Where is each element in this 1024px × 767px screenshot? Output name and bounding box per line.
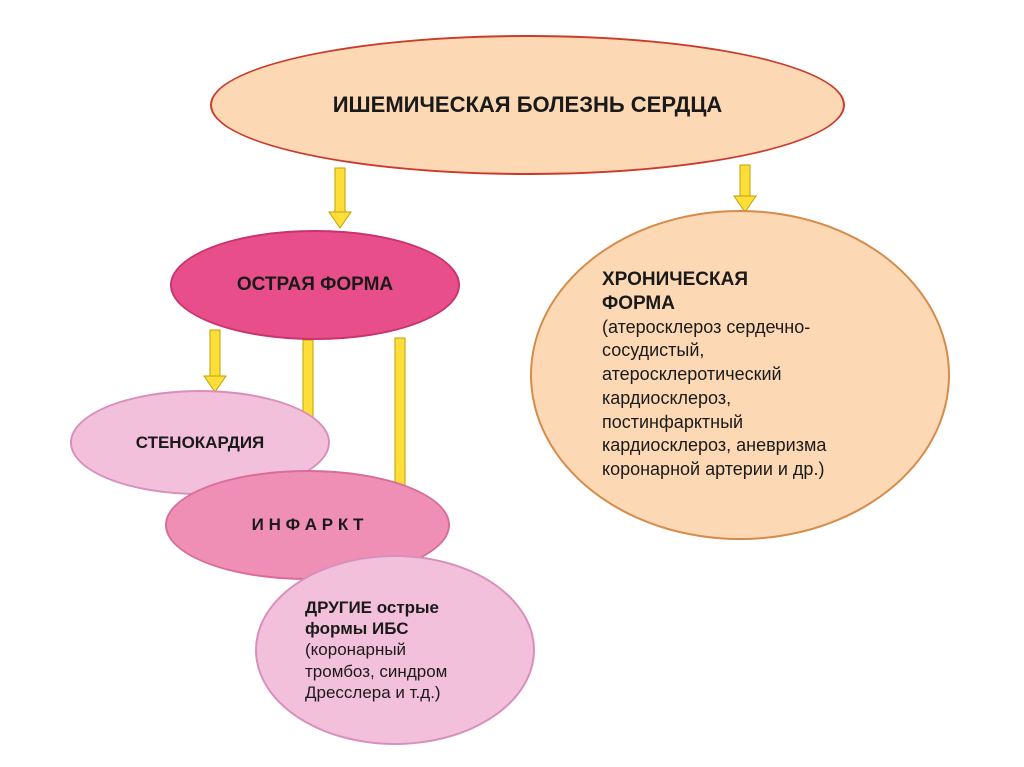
node-chronic-label: ХРОНИЧЕСКАЯФОРМА(атеросклероз сердечно-с… [532, 262, 844, 488]
diagram-canvas: ИШЕМИЧЕСКАЯ БОЛЕЗНЬ СЕРДЦА ОСТРАЯ ФОРМА … [0, 0, 1024, 767]
node-other-label: ДРУГИЕ острыеформы ИБС(коронарныйтромбоз… [257, 591, 465, 709]
node-infarkt-label: И Н Ф А Р К Т [234, 508, 382, 541]
node-stenokardia-label: СТЕНОКАРДИЯ [118, 426, 283, 459]
node-other: ДРУГИЕ острыеформы ИБС(коронарныйтромбоз… [255, 555, 535, 745]
node-acute-label: ОСТРАЯ ФОРМА [219, 267, 411, 303]
node-root: ИШЕМИЧЕСКАЯ БОЛЕЗНЬ СЕРДЦА [210, 35, 845, 175]
node-acute: ОСТРАЯ ФОРМА [170, 230, 460, 340]
node-root-label: ИШЕМИЧЕСКАЯ БОЛЕЗНЬ СЕРДЦА [315, 85, 741, 125]
node-chronic: ХРОНИЧЕСКАЯФОРМА(атеросклероз сердечно-с… [530, 210, 950, 540]
